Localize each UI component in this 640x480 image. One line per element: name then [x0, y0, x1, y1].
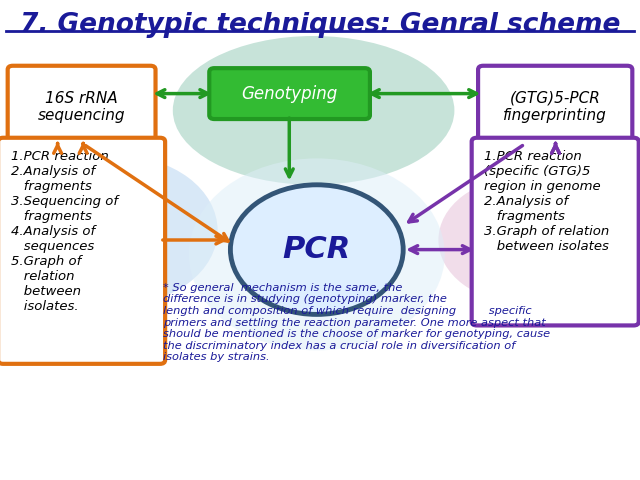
FancyBboxPatch shape: [472, 138, 639, 325]
FancyBboxPatch shape: [8, 66, 156, 148]
Text: * So general  mechanism is the same, the
difference is in studying (genotyping) : * So general mechanism is the same, the …: [163, 283, 550, 362]
FancyBboxPatch shape: [209, 68, 370, 119]
Text: Genotyping: Genotyping: [241, 84, 338, 103]
FancyBboxPatch shape: [0, 138, 165, 364]
Circle shape: [438, 178, 605, 302]
Text: (GTG)5-PCR
fingerprinting: (GTG)5-PCR fingerprinting: [503, 91, 607, 123]
Circle shape: [189, 158, 445, 350]
Text: 7. Genotypic techniques: Genral scheme: 7. Genotypic techniques: Genral scheme: [20, 12, 620, 38]
Text: 16S rRNA
sequencing: 16S rRNA sequencing: [38, 91, 125, 123]
Circle shape: [19, 156, 218, 305]
Circle shape: [230, 185, 403, 314]
FancyBboxPatch shape: [478, 66, 632, 148]
Ellipse shape: [173, 36, 454, 185]
Text: 1.PCR reaction
2.Analysis of
   fragments
3.Sequencing of
   fragments
4.Analysi: 1.PCR reaction 2.Analysis of fragments 3…: [11, 150, 118, 313]
Text: 1.PCR reaction
(specific (GTG)5
region in genome
2.Analysis of
   fragments
3.Gr: 1.PCR reaction (specific (GTG)5 region i…: [484, 150, 610, 253]
Text: PCR: PCR: [283, 235, 351, 264]
